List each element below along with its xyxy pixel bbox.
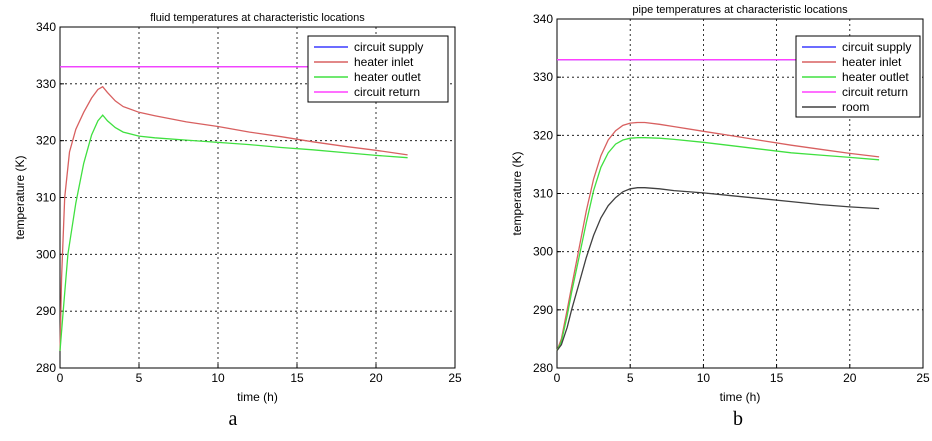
chart-a-xtick-label: 20 [369,371,383,385]
chart-b-series-heater-inlet [556,121,880,351]
chart-a-ytick-label: 290 [36,304,56,318]
chart-b-legend-label: circuit return [842,85,908,99]
chart-b-xtick-label: 0 [554,371,561,385]
chart-a-legend-label: circuit supply [354,40,423,54]
chart-b-svg: pipe temperatures at characteristic loca… [510,4,930,404]
chart-b-ytick-label: 330 [533,70,553,84]
chart-b: pipe temperatures at characteristic loca… [466,0,932,436]
chart-b-ylabel: temperature (K) [510,151,524,235]
chart-a-xtick-label: 0 [57,371,64,385]
chart-b-ytick-label: 280 [533,361,553,375]
chart-b-xtick-label: 10 [697,371,711,385]
chart-b-series-room [556,187,880,351]
chart-b-legend-label: room [842,100,869,114]
chart-b-ytick-label: 310 [533,187,553,201]
chart-b-xtick-label: 25 [916,371,930,385]
chart-b-xtick-label: 15 [770,371,784,385]
chart-a-xtick-label: 5 [136,371,143,385]
chart-a-xtick-label: 10 [211,371,225,385]
chart-a-legend-label: heater outlet [354,70,421,84]
chart-b-ytick-label: 290 [533,303,553,317]
chart-b-legend-label: circuit supply [842,40,911,54]
chart-b-ytick-label: 340 [533,12,553,26]
chart-a-svg: fluid temperatures at characteristic loc… [13,12,462,404]
chart-b-legend-label: heater outlet [842,70,909,84]
chart-a-ytick-label: 340 [36,20,56,34]
chart-b-xtick-label: 20 [843,371,857,385]
chart-a-series-heater-inlet [59,85,408,351]
chart-b-xlabel: time (h) [720,390,761,404]
chart-a-ytick-label: 280 [36,361,56,375]
chart-a-caption: a [228,408,238,430]
chart-a-ytick-label: 310 [36,191,56,205]
chart-b-series-heater-outlet [556,137,880,351]
chart-a-xtick-label: 25 [448,371,462,385]
chart-a: fluid temperatures at characteristic loc… [0,0,466,436]
chart-b-ytick-label: 320 [533,128,553,142]
chart-a-legend-label: circuit return [354,85,420,99]
chart-a-legend-label: heater inlet [354,55,414,69]
chart-a-ylabel: temperature (K) [13,155,27,239]
chart-b-title: pipe temperatures at characteristic loca… [632,4,848,16]
chart-b-caption: b [733,408,743,430]
chart-b-xtick-label: 5 [627,371,634,385]
chart-a-title: fluid temperatures at characteristic loc… [150,12,365,24]
chart-b-ytick-label: 300 [533,245,553,259]
chart-a-ytick-label: 320 [36,134,56,148]
chart-a-ytick-label: 330 [36,77,56,91]
chart-a-series-heater-outlet [59,114,408,351]
chart-b-legend-label: heater inlet [842,55,902,69]
chart-a-xtick-label: 15 [290,371,304,385]
chart-a-xlabel: time (h) [237,390,278,404]
chart-a-ytick-label: 300 [36,247,56,261]
